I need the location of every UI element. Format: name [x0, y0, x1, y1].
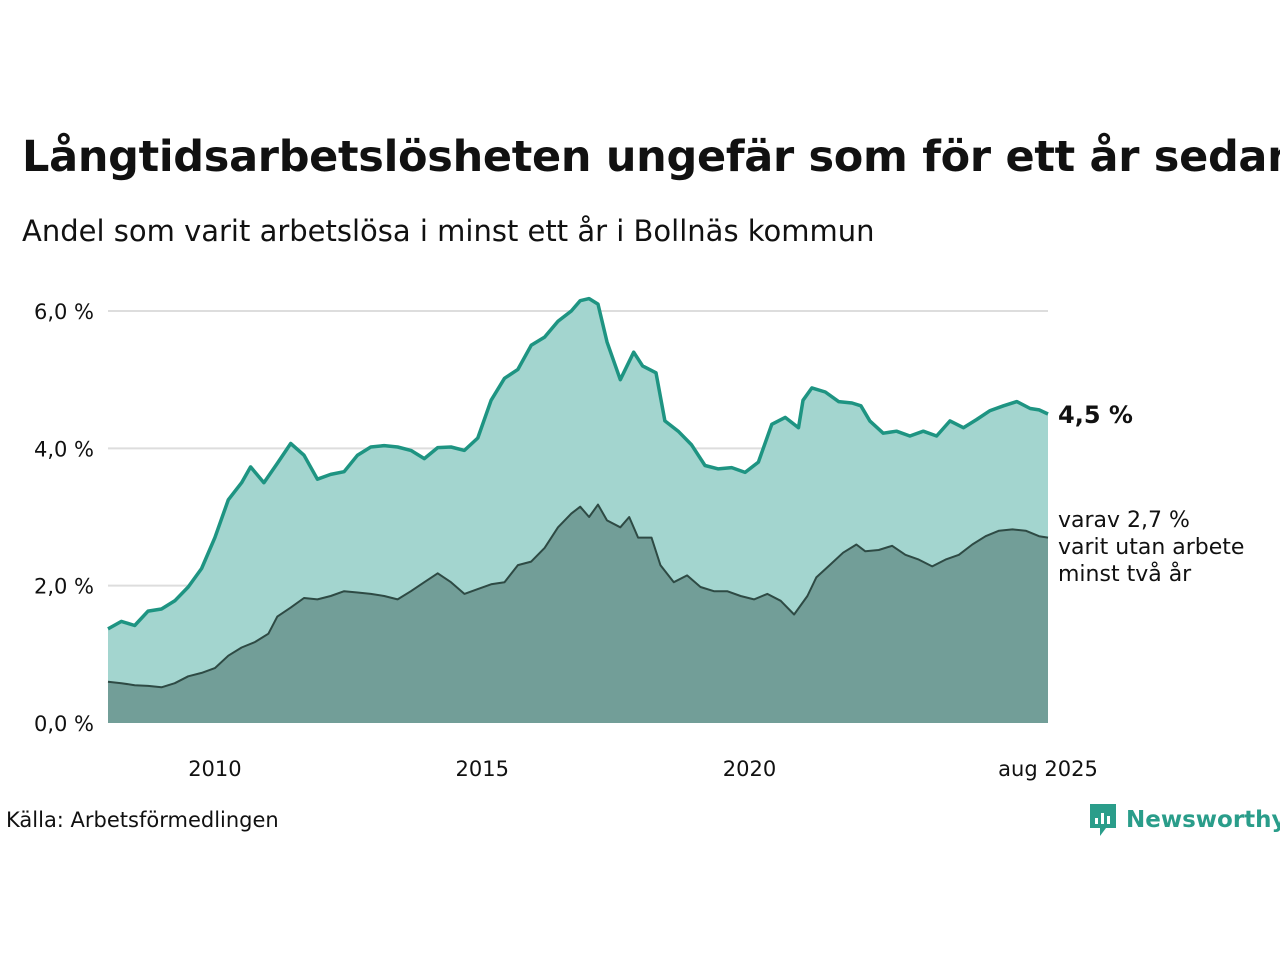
annotation-two-years-line: minst två år — [1058, 561, 1192, 587]
x-tick-label: 2015 — [455, 757, 508, 781]
y-tick-label: 0,0 % — [34, 712, 94, 736]
chart-subtitle: Andel som varit arbetslösa i minst ett å… — [22, 214, 875, 248]
chart-title: Långtidsarbetslösheten ungefär som för e… — [22, 132, 1280, 182]
x-tick-label: 2010 — [188, 757, 241, 781]
source-note: Källa: Arbetsförmedlingen — [6, 808, 279, 832]
x-tick-label: 2020 — [723, 757, 776, 781]
y-tick-label: 6,0 % — [34, 300, 94, 324]
series-lines — [107, 296, 1049, 689]
brand-name: Newsworthy — [1126, 807, 1280, 833]
brand-logo: Newsworthy — [1088, 802, 1280, 838]
annotation-total: 4,5 % — [1058, 401, 1133, 429]
newsworthy-logo-icon — [1090, 804, 1116, 836]
area-two_years — [108, 504, 1048, 723]
series-areas — [108, 298, 1048, 723]
x-tick-label: aug 2025 — [998, 757, 1098, 781]
x-axis-ticks: 2010 2015 2020 aug 2025 — [188, 757, 1098, 781]
y-tick-label: 4,0 % — [34, 437, 94, 461]
line-total — [107, 296, 1049, 631]
annotation-two-years-line: varit utan arbete — [1058, 535, 1244, 560]
annotation-two-years-line: varav 2,7 % — [1058, 508, 1190, 533]
line-two_years — [107, 503, 1049, 689]
y-tick-label: 2,0 % — [34, 575, 94, 599]
y-axis-ticks: 0,0 % 2,0 % 4,0 % 6,0 % — [34, 300, 94, 736]
